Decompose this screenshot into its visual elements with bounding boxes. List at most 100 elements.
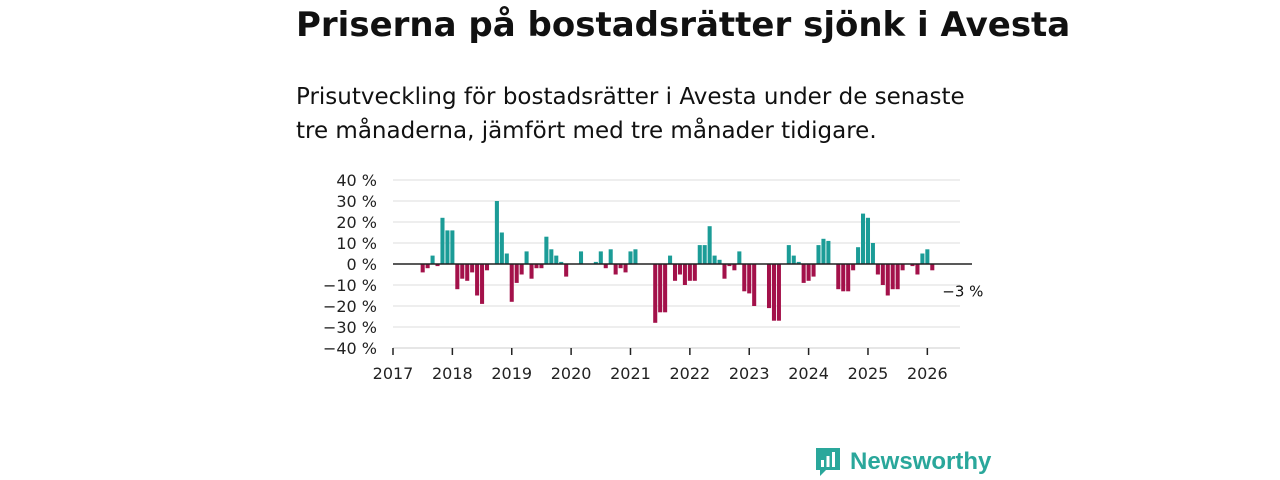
bar-negative (752, 264, 757, 306)
bar-positive (816, 245, 821, 264)
bar-positive (707, 226, 712, 264)
bar-negative (677, 264, 682, 275)
bar-positive (598, 251, 603, 264)
bar-positive (861, 213, 866, 264)
last-value-label: −3 % (942, 282, 983, 300)
bar-negative (692, 264, 697, 281)
bar-positive (628, 251, 633, 264)
bar-positive (593, 261, 598, 264)
x-axis-ticks: 2017 2018 2019 2020 2021 2022 2023 2024 2025 2026 (373, 348, 948, 383)
bar-negative (672, 264, 678, 281)
bar-negative (519, 264, 524, 275)
bar-negative (915, 264, 920, 275)
y-tick-label: 10 % (336, 234, 377, 253)
bar-negative (653, 264, 658, 323)
bar-negative (880, 264, 885, 285)
y-tick-label: −10 % (323, 276, 377, 295)
bar-positive (544, 236, 549, 264)
bar-positive (870, 243, 875, 264)
bar-positive (786, 245, 791, 264)
bar-negative (529, 264, 534, 279)
bar-positive (504, 253, 509, 264)
bar-negative (766, 264, 772, 309)
bar-positive (856, 247, 861, 264)
bar-negative (420, 264, 425, 273)
bar-negative (727, 264, 732, 267)
bar-negative (658, 264, 663, 313)
bar-negative (470, 264, 475, 273)
x-tick-label: 2022 (669, 364, 710, 383)
bar-negative (875, 264, 880, 275)
bar-negative (811, 264, 816, 277)
x-tick-label: 2023 (729, 364, 770, 383)
bar-negative (425, 264, 430, 269)
bar-positive (925, 249, 930, 264)
bar-negative (475, 264, 480, 296)
bar-positive (737, 251, 742, 264)
bar-negative (687, 264, 692, 281)
bar-negative (618, 264, 623, 269)
chart-subtitle: Prisutveckling för bostadsrätter i Avest… (296, 84, 965, 144)
bar-positive (494, 201, 499, 264)
bar-negative (910, 264, 915, 267)
bar-positive (633, 249, 638, 264)
x-tick-label: 2019 (491, 364, 532, 383)
bar-positive (450, 230, 455, 264)
bar-negative (851, 264, 856, 271)
bar-positive (920, 253, 925, 264)
x-tick-label: 2025 (848, 364, 889, 383)
bar-positive (440, 217, 445, 264)
bar-negative (465, 264, 470, 281)
bar-positive (608, 249, 613, 264)
bar-negative (460, 264, 465, 279)
bar-negative (722, 264, 727, 279)
bar-negative (846, 264, 851, 292)
bar-negative (900, 264, 905, 271)
bar-negative (732, 264, 737, 271)
bar-positive (702, 245, 707, 264)
bar-positive (712, 255, 717, 264)
x-tick-label: 2026 (907, 364, 948, 383)
bar-negative (836, 264, 841, 290)
x-tick-label: 2021 (610, 364, 651, 383)
bar-negative (435, 264, 440, 267)
bar-negative (771, 264, 776, 321)
bar-negative (801, 264, 806, 283)
bar-negative (890, 264, 895, 290)
bar-negative (480, 264, 485, 304)
x-tick-label: 2024 (788, 364, 829, 383)
bar-positive (559, 261, 564, 264)
bar-positive (826, 240, 831, 264)
bar-negative (841, 264, 846, 292)
bar-positive (445, 230, 450, 264)
bar-negative (663, 264, 668, 313)
bar-positive (717, 259, 722, 264)
y-axis-ticks: 40 % 30 % 20 % 10 % 0 % −10 % −20 % −30 % −40 % (323, 171, 377, 358)
bar-negative (539, 264, 544, 269)
bar-negative (564, 264, 569, 277)
bars (420, 201, 935, 323)
y-tick-label: 30 % (336, 192, 377, 211)
y-tick-label: 20 % (336, 213, 377, 232)
bar-negative (484, 264, 490, 271)
brand-name: Newsworthy (850, 448, 992, 475)
bar-negative (613, 264, 618, 275)
bar-positive (796, 261, 801, 264)
bar-positive (865, 217, 871, 264)
bar-positive (791, 255, 796, 264)
bar-negative (509, 264, 514, 302)
axes (393, 263, 972, 349)
bar-positive (524, 251, 529, 264)
y-tick-label: 0 % (347, 255, 377, 274)
bar-negative (806, 264, 811, 281)
bar-negative (455, 264, 460, 290)
y-tick-label: −40 % (323, 339, 377, 358)
y-tick-label: 40 % (336, 171, 377, 190)
newsworthy-logo-icon (816, 448, 840, 476)
bar-positive (499, 232, 504, 264)
bar-positive (549, 249, 554, 264)
bar-negative (895, 264, 900, 290)
chart-title: Priserna på bostadsrätter sjönk i Avesta (296, 5, 1071, 45)
bar-negative (534, 264, 539, 269)
